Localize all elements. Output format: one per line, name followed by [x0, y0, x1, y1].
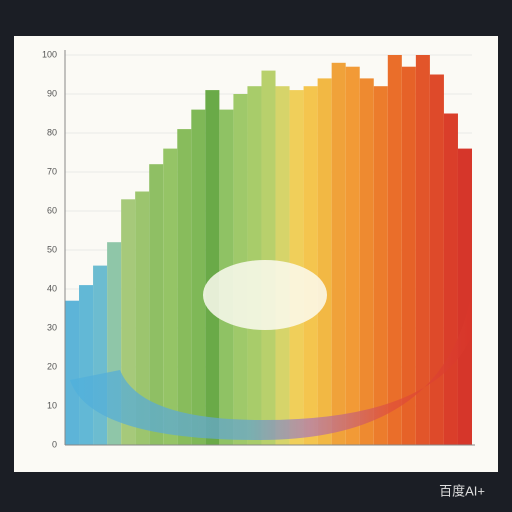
- y-tick-label: 100: [42, 49, 57, 59]
- bar: [331, 62, 346, 446]
- bar: [65, 300, 80, 445]
- y-tick-label: 20: [47, 361, 57, 371]
- bar: [163, 148, 178, 445]
- bar: [205, 90, 220, 445]
- bar: [415, 55, 430, 445]
- bar: [429, 74, 444, 445]
- bar: [359, 78, 374, 446]
- bar: [261, 70, 276, 445]
- bar: [149, 164, 164, 445]
- bar: [401, 66, 416, 445]
- bar: [79, 285, 94, 445]
- y-tick-label: 80: [47, 127, 57, 137]
- bar: [303, 86, 318, 445]
- bar: [373, 86, 388, 445]
- ring-center: [203, 260, 327, 330]
- bar: [93, 265, 108, 445]
- y-tick-label: 30: [47, 322, 57, 332]
- y-tick-label: 50: [47, 244, 57, 254]
- watermark: 百度AI+: [439, 483, 485, 498]
- bar: [135, 191, 150, 445]
- bar: [345, 66, 360, 445]
- bar: [387, 55, 402, 445]
- y-tick-label: 60: [47, 205, 57, 215]
- bar: [317, 78, 332, 446]
- bar: [177, 129, 192, 445]
- y-tick-label: 40: [47, 283, 57, 293]
- y-tick-label: 0: [52, 439, 57, 449]
- y-tick-label: 10: [47, 400, 57, 410]
- bar: [191, 109, 206, 445]
- bar: [457, 148, 472, 445]
- bar: [443, 113, 458, 445]
- y-tick-label: 70: [47, 166, 57, 176]
- y-tick-label: 90: [47, 88, 57, 98]
